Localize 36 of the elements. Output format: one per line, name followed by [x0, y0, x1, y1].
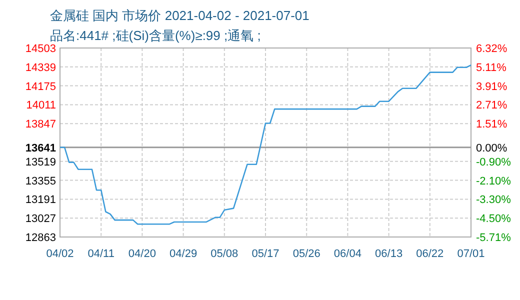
- y2-tick-label: -2.10%: [476, 175, 512, 188]
- x-tick-label: 04/02: [46, 248, 74, 260]
- x-tick-label: 04/20: [128, 248, 156, 260]
- x-tick-label: 05/17: [252, 248, 280, 260]
- chart-title: 金属硅 国内 市场价 2021-04-02 - 2021-07-01: [50, 8, 310, 23]
- y2-tick-label: 6.32%: [476, 43, 508, 55]
- y-tick-label: 13027: [25, 213, 56, 226]
- x-tick-label: 05/08: [210, 248, 238, 260]
- y2-tick-label: -4.50%: [476, 212, 512, 225]
- line-series: [59, 64, 472, 225]
- chart-subtitle: 品名:441# ;硅(Si)含量(%)≥:99 ;通氧 ;: [50, 28, 261, 43]
- y2-tick-label: 3.91%: [476, 80, 508, 93]
- x-tick-label: 04/11: [88, 248, 114, 260]
- y2-tick-label: -3.30%: [476, 194, 512, 206]
- y2-tick-label: 2.71%: [476, 100, 508, 112]
- y-tick-label: 13641: [25, 142, 56, 154]
- x-tick-label: 06/04: [334, 248, 362, 260]
- y-tick-label: 13519: [25, 156, 56, 168]
- y2-tick-label: -0.90%: [476, 156, 512, 168]
- y-tick-label: 14503: [25, 43, 56, 55]
- x-tick-label: 06/13: [375, 248, 403, 260]
- y-tick-label: 14175: [25, 80, 56, 93]
- y2-tick-label: 1.51%: [476, 118, 508, 131]
- y2-tick-label: 0.00%: [476, 142, 508, 154]
- x-tick-label: 06/22: [416, 248, 444, 260]
- y-tick-label: 13191: [25, 194, 56, 206]
- y-tick-label: 14339: [25, 62, 56, 74]
- x-tick-label: 04/29: [170, 248, 198, 260]
- y-tick-label: 14011: [26, 100, 56, 112]
- y-tick-label: 12863: [25, 232, 56, 244]
- y2-tick-label: -5.71%: [476, 232, 512, 244]
- y-tick-label: 13847: [25, 118, 56, 131]
- x-tick-label: 07/01: [457, 248, 485, 260]
- x-tick-label: 05/26: [292, 248, 320, 260]
- y2-tick-label: 5.11%: [476, 62, 507, 74]
- y-tick-label: 13355: [25, 175, 56, 188]
